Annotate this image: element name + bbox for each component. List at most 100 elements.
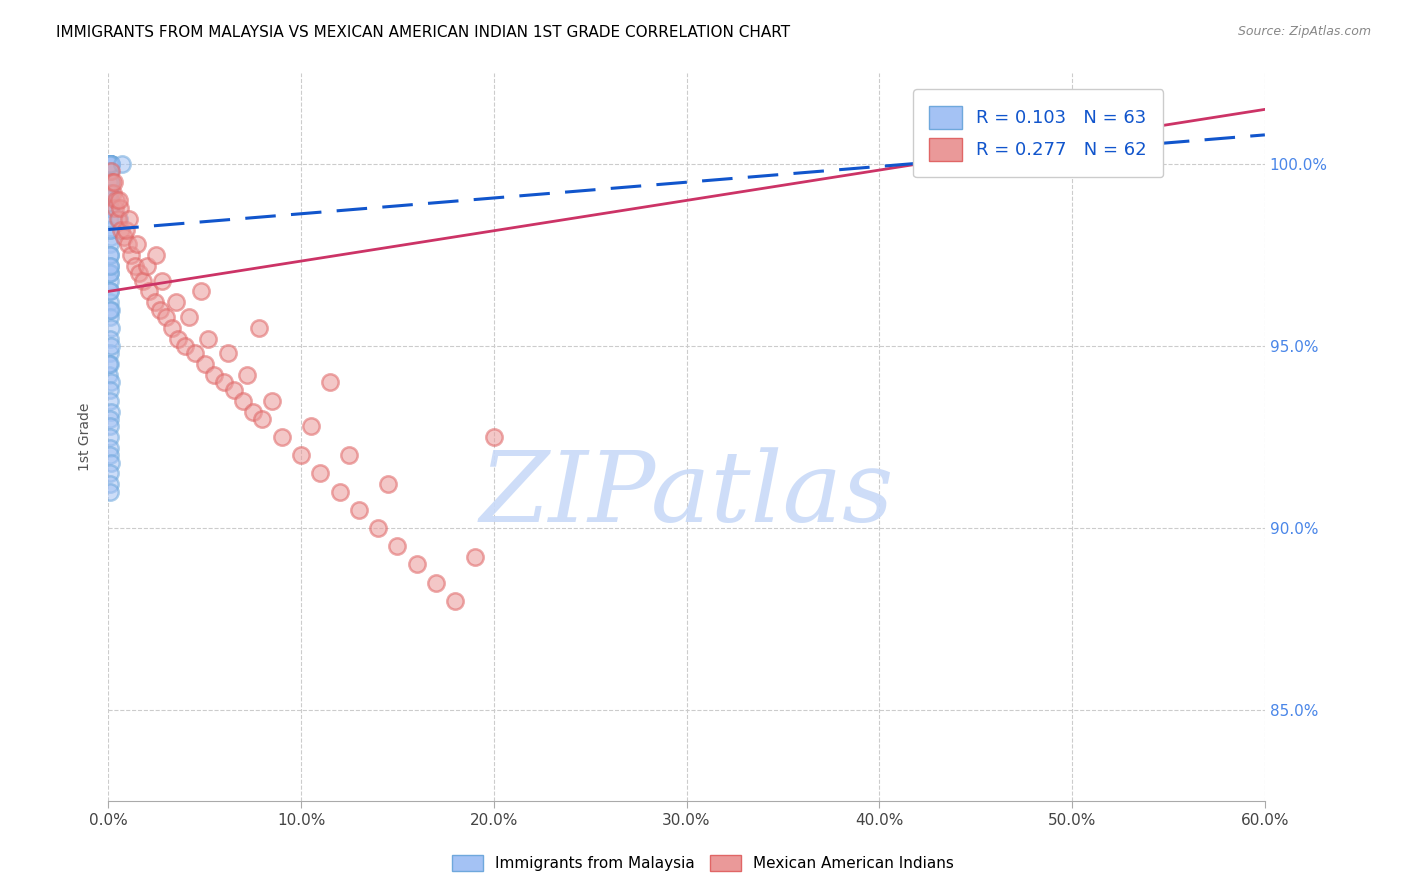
Point (100, 339, 122, 353)
Point (145, 248, 167, 262)
Point (463, 550, 485, 565)
Point (124, 259, 146, 273)
Point (101, 186, 124, 201)
Point (100, 164, 122, 178)
Point (290, 448, 312, 462)
Point (405, 558, 427, 572)
Point (100, 456, 122, 470)
Point (98, 157, 121, 171)
Point (128, 266, 150, 280)
Point (108, 194, 131, 208)
Point (197, 332, 219, 346)
Point (107, 211, 129, 226)
Text: IMMIGRANTS FROM MALAYSIA VS MEXICAN AMERICAN INDIAN 1ST GRADE CORRELATION CHART: IMMIGRANTS FROM MALAYSIA VS MEXICAN AMER… (56, 25, 790, 40)
Legend: Immigrants from Malaysia, Mexican American Indians: Immigrants from Malaysia, Mexican Americ… (446, 849, 960, 877)
Point (179, 310, 201, 324)
Point (100, 404, 122, 418)
Point (425, 575, 447, 590)
Point (387, 539, 409, 553)
Point (98, 248, 121, 262)
Point (98, 259, 121, 273)
Point (98, 430, 121, 444)
Point (98, 237, 121, 252)
Point (98, 201, 121, 215)
Point (222, 383, 245, 397)
Point (174, 339, 197, 353)
Point (98, 259, 121, 273)
Point (132, 273, 155, 287)
Point (100, 157, 122, 171)
Point (98, 346, 121, 360)
Point (98, 484, 121, 499)
Point (377, 477, 399, 491)
Point (98, 266, 121, 280)
Point (98, 332, 121, 346)
Point (98, 467, 121, 481)
Point (117, 237, 139, 252)
Point (112, 229, 135, 244)
Point (127, 237, 149, 252)
Point (98, 157, 121, 171)
Point (98, 285, 121, 299)
Point (100, 175, 122, 189)
Point (98, 157, 121, 171)
Point (98, 310, 121, 324)
Point (98, 186, 121, 201)
Point (110, 222, 132, 236)
Point (100, 157, 122, 171)
Point (114, 222, 136, 236)
Point (98, 157, 121, 171)
Point (98, 441, 121, 455)
Point (98, 273, 121, 287)
Point (155, 310, 177, 324)
Legend: R = 0.103   N = 63, R = 0.277   N = 62: R = 0.103 N = 63, R = 0.277 N = 62 (914, 89, 1163, 178)
Point (242, 404, 264, 418)
Point (309, 467, 332, 481)
Point (98, 164, 121, 178)
Point (98, 194, 121, 208)
Text: ZIPatlas: ZIPatlas (479, 448, 894, 543)
Point (100, 175, 122, 189)
Point (98, 222, 121, 236)
Point (100, 229, 122, 244)
Point (98, 302, 121, 317)
Point (194, 357, 217, 371)
Point (337, 448, 360, 462)
Point (98, 412, 121, 426)
Point (165, 295, 187, 310)
Point (299, 419, 322, 434)
Point (927, 120, 949, 135)
Point (98, 295, 121, 310)
Point (104, 201, 127, 215)
Point (98, 357, 121, 371)
Text: Source: ZipAtlas.com: Source: ZipAtlas.com (1237, 25, 1371, 38)
Point (444, 594, 467, 608)
Point (104, 194, 127, 208)
Point (482, 430, 505, 444)
Y-axis label: 1st Grade: 1st Grade (79, 403, 93, 471)
Point (149, 302, 172, 317)
Point (98, 393, 121, 408)
Point (367, 521, 389, 535)
Point (118, 211, 141, 226)
Point (217, 346, 239, 360)
Point (247, 321, 270, 335)
Point (98, 157, 121, 171)
Point (190, 285, 212, 299)
Point (166, 332, 188, 346)
Point (98, 157, 121, 171)
Point (98, 285, 121, 299)
Point (212, 376, 235, 390)
Point (329, 484, 352, 499)
Point (232, 393, 254, 408)
Point (98, 222, 121, 236)
Point (100, 321, 122, 335)
Point (98, 175, 121, 189)
Point (108, 201, 131, 215)
Point (98, 211, 121, 226)
Point (98, 157, 121, 171)
Point (160, 321, 183, 335)
Point (98, 357, 121, 371)
Point (100, 302, 122, 317)
Point (98, 448, 121, 462)
